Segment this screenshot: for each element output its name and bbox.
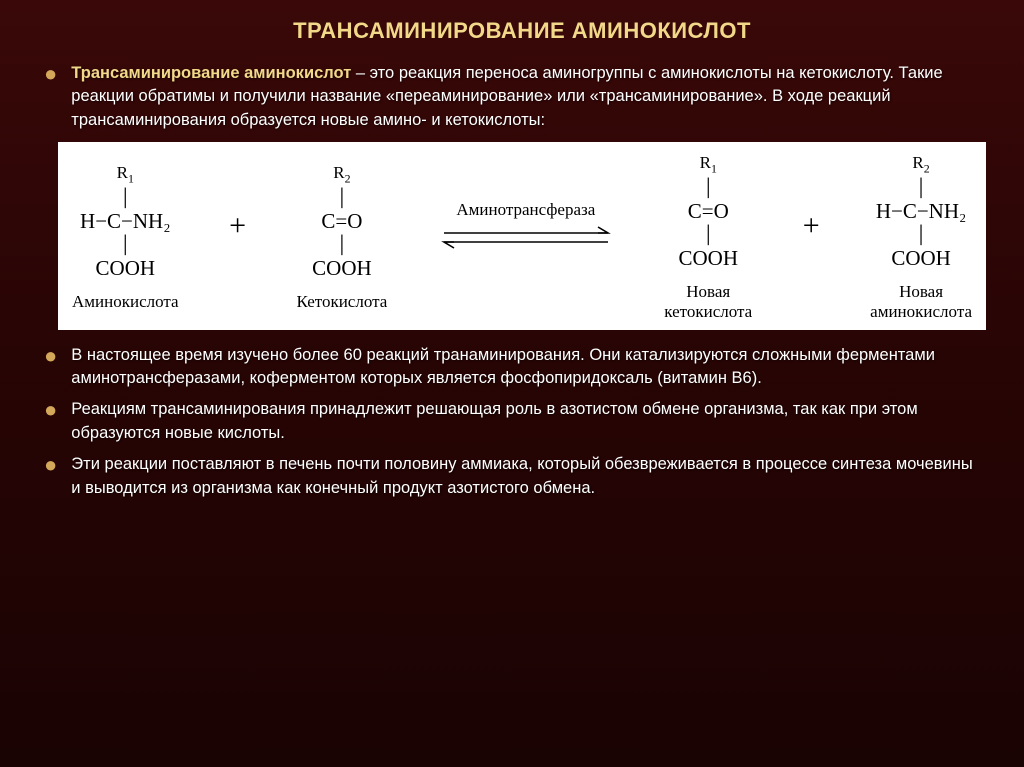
bullet-icon: ● [44, 62, 57, 86]
mol-label: Новаяаминокислота [870, 282, 972, 322]
product-amino: R2 │ H−C−NH₂ │ COOH Новаяаминокислота [870, 152, 972, 321]
enzyme-label: Аминотрансфераза [456, 200, 595, 220]
formula-line: C=O [321, 208, 362, 234]
product-keto: R1 │ C=O │ COOH Новаякетокислота [664, 152, 752, 321]
bond: │ [915, 177, 927, 198]
bond: │ [336, 187, 348, 208]
bond: │ [119, 234, 131, 255]
bullet-icon: ● [44, 398, 57, 422]
mol-label: Аминокислота [72, 292, 179, 312]
formula-line: COOH [891, 245, 951, 271]
formula-line: H−C−NH₂ [876, 198, 967, 224]
reaction-arrow: Аминотрансфераза [432, 200, 620, 274]
reactant-keto: R2 │ C=O │ COOH Кетокислота [297, 162, 388, 311]
bond: │ [915, 224, 927, 245]
bond: │ [336, 234, 348, 255]
reactant-amino: R1 │ H−C−NH₂ │ COOH Аминокислота [72, 162, 179, 311]
mol-label: Кетокислота [297, 292, 388, 312]
bullet-1-text: В настоящее время изучено более 60 реакц… [71, 344, 976, 391]
formula-line: COOH [312, 255, 372, 281]
plus-sign: + [797, 209, 826, 265]
formula-line: COOH [96, 255, 156, 281]
bond: │ [702, 224, 714, 245]
plus-sign: + [223, 209, 252, 265]
formula-line: COOH [679, 245, 739, 271]
intro-text: Трансаминирование аминокислот – это реак… [71, 62, 976, 132]
intro-term: Трансаминирование аминокислот [71, 64, 351, 82]
bullet-3-text: Эти реакции поставляют в печень почти по… [71, 453, 976, 500]
equilibrium-arrows-icon [436, 222, 616, 252]
slide-title: ТРАНСАМИНИРОВАНИЕ АМИНОКИСЛОТ [68, 18, 976, 44]
bullet-icon: ● [44, 344, 57, 368]
intro-bullet: ● Трансаминирование аминокислот – это ре… [68, 62, 976, 132]
bullet-1: ● В настоящее время изучено более 60 реа… [68, 344, 976, 391]
reaction-row: R1 │ H−C−NH₂ │ COOH Аминокислота + R2 │ … [72, 152, 972, 321]
r-group: R2 [333, 162, 350, 186]
reaction-panel: R1 │ H−C−NH₂ │ COOH Аминокислота + R2 │ … [58, 142, 986, 329]
r-group: R1 [117, 162, 134, 186]
bullet-icon: ● [44, 453, 57, 477]
bond: │ [119, 187, 131, 208]
bullet-2-text: Реакциям трансаминирования принадлежит р… [71, 398, 976, 445]
bond: │ [702, 177, 714, 198]
formula-line: H−C−NH₂ [80, 208, 171, 234]
mol-label: Новаякетокислота [664, 282, 752, 322]
bullet-3: ● Эти реакции поставляют в печень почти … [68, 453, 976, 500]
formula-line: C=O [688, 198, 729, 224]
r-group: R1 [700, 152, 717, 176]
slide-root: ТРАНСАМИНИРОВАНИЕ АМИНОКИСЛОТ ● Трансами… [0, 0, 1024, 528]
r-group: R2 [912, 152, 929, 176]
bullet-2: ● Реакциям трансаминирования принадлежит… [68, 398, 976, 445]
